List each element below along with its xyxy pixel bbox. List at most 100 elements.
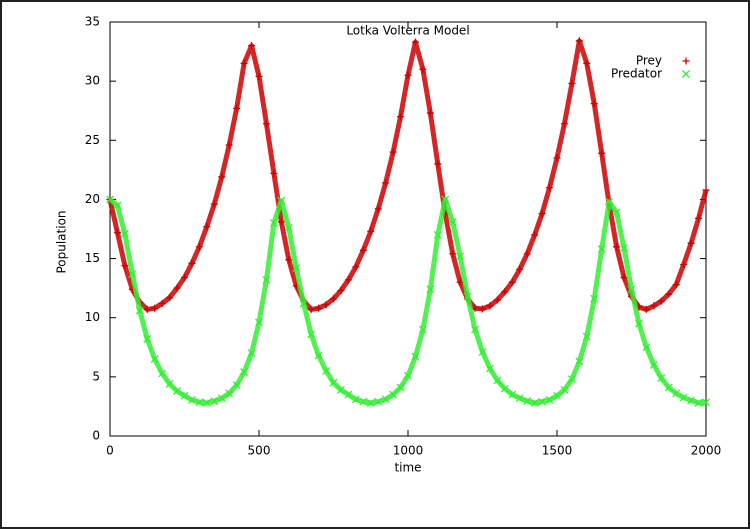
point [597,245,606,254]
point [590,100,598,108]
point [553,391,561,400]
point [486,302,494,310]
point [419,65,427,73]
point [255,318,263,327]
point [210,397,219,406]
point [568,80,576,88]
point [307,305,315,313]
point [665,290,673,298]
point [471,325,480,334]
point [195,243,203,251]
point [188,259,196,267]
point [418,325,427,334]
point [173,387,182,396]
point [531,231,539,239]
point [515,394,524,403]
point [575,37,583,45]
point [546,184,554,192]
point [389,390,398,399]
point [336,385,345,394]
point [382,179,390,187]
point [173,284,181,292]
point [337,287,345,295]
point [330,295,337,303]
point [202,398,211,407]
point [233,104,241,112]
legend-marker [682,70,690,78]
point [605,197,614,206]
point [158,300,166,308]
point [523,397,532,406]
point [255,72,263,80]
point [277,218,285,226]
point [590,294,599,303]
point [516,265,524,273]
point [508,278,516,286]
point [553,154,561,162]
point [187,395,196,404]
chart-title: Lotka Volterra Model [346,24,469,38]
point [598,149,606,157]
point [151,304,159,312]
point [702,186,710,194]
point [679,393,688,402]
point [508,390,517,399]
x-tick-label: 1000 [393,444,424,458]
x-tick-label: 1500 [542,444,573,458]
point [248,42,256,50]
point [456,252,465,261]
point [322,301,330,309]
y-tick-label: 20 [85,192,100,206]
point [493,296,501,304]
point [560,120,568,128]
point [247,349,256,358]
point [285,256,293,264]
point [583,59,591,67]
point [672,281,680,289]
point [225,389,234,398]
point [284,223,293,232]
point [218,173,226,181]
point [374,397,383,406]
y-tick-label: 0 [92,429,100,443]
point [612,208,621,217]
point [217,394,226,403]
point [299,299,308,308]
point [314,351,323,360]
point [613,243,621,251]
point [143,335,152,343]
point [210,200,218,208]
point [329,378,338,387]
point [433,230,442,239]
point [203,223,211,231]
point [113,201,122,210]
point [389,148,397,156]
point [322,366,331,375]
point [530,398,539,407]
x-axis-label: time [394,461,421,475]
point [620,273,628,281]
x-tick-label: 500 [248,444,271,458]
point [672,389,681,398]
point [128,269,137,278]
point [448,217,457,226]
point [426,109,434,117]
point [121,262,129,270]
point [396,383,405,392]
point [449,250,457,258]
point [702,398,710,407]
point [642,305,650,313]
point [180,391,189,400]
point [411,38,419,46]
x-tick-label: 2000 [691,444,722,458]
point [523,250,531,258]
point [232,381,241,390]
point [404,371,412,380]
point [143,305,151,313]
point [567,375,576,384]
point [113,229,121,237]
point [106,195,114,204]
point [687,239,695,247]
legend-marker [682,57,690,65]
